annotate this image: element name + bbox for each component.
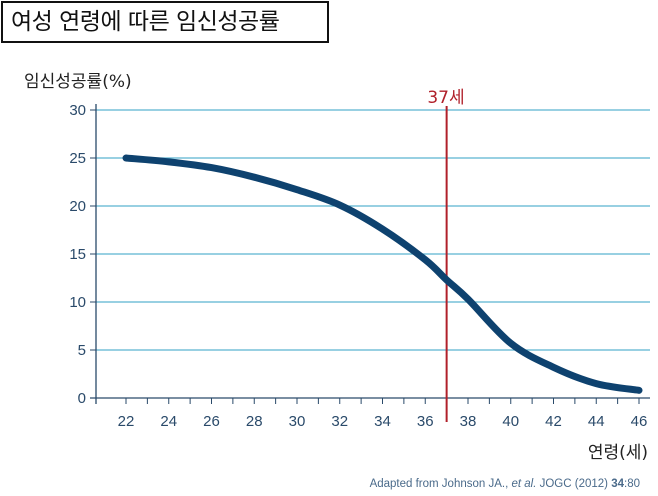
- x-tick-label: 28: [246, 413, 263, 430]
- x-tick-label: 26: [203, 413, 220, 430]
- source-italic: et al.: [511, 478, 537, 490]
- x-tick-label: 24: [160, 413, 177, 430]
- success-rate-line: [122, 154, 643, 394]
- x-tick-label: 34: [374, 413, 391, 430]
- y-tick-label: 0: [78, 390, 86, 407]
- source-middle: JOGC (2012): [536, 478, 612, 490]
- x-tick-label: 38: [460, 413, 477, 430]
- x-tick-label: 32: [331, 413, 348, 430]
- x-tick-label: 44: [588, 413, 605, 430]
- y-axis-label: 임신성공률(%): [24, 72, 132, 92]
- x-tick-label: 30: [289, 413, 306, 430]
- x-tick-label: 22: [118, 413, 135, 430]
- y-tick-label: 10: [69, 294, 86, 311]
- y-tick-label: 5: [78, 342, 86, 359]
- source-prefix: Adapted from Johnson JA.,: [369, 478, 512, 490]
- x-tick-label: 40: [502, 413, 519, 430]
- y-tick-label: 20: [69, 198, 86, 215]
- source-bold: 34: [611, 478, 624, 490]
- annotation-label: 37세: [427, 88, 464, 108]
- x-axis-label: 연령(세): [588, 443, 648, 463]
- y-tick-label: 25: [69, 150, 86, 167]
- x-tick-label: 36: [417, 413, 434, 430]
- source-citation: Adapted from Johnson JA., et al. JOGC (2…: [370, 478, 640, 490]
- y-tick-label: 30: [69, 102, 86, 119]
- source-suffix: :80: [624, 478, 640, 490]
- chart-title: 여성 연령에 따른 임신성공률: [1, 1, 329, 43]
- x-tick-label: 42: [545, 413, 562, 430]
- x-tick-label: 46: [631, 413, 648, 430]
- y-tick-label: 15: [69, 246, 86, 263]
